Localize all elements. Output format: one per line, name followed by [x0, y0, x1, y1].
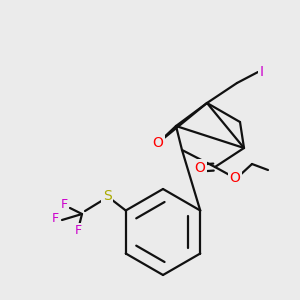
- Text: S: S: [103, 189, 111, 203]
- Text: F: F: [51, 212, 58, 226]
- Text: I: I: [260, 65, 264, 79]
- Text: F: F: [60, 199, 68, 212]
- Text: F: F: [74, 224, 82, 238]
- Text: O: O: [153, 136, 164, 150]
- Text: O: O: [230, 171, 240, 185]
- Text: O: O: [195, 161, 206, 175]
